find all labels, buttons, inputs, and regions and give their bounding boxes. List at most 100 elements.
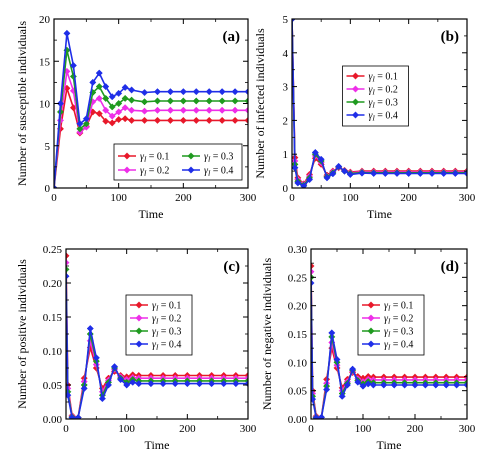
- legend-label: γI = 0.4: [369, 111, 398, 123]
- y-tick-label: 0.00: [288, 414, 308, 426]
- series-point-4: [369, 381, 377, 389]
- legend-marker: [187, 152, 195, 160]
- legend-marker: [367, 327, 375, 335]
- series-point-4: [80, 384, 88, 392]
- series-line-3: [54, 50, 248, 188]
- series-point-4: [401, 381, 409, 389]
- series-point-4: [370, 169, 378, 178]
- series-point-3: [115, 99, 123, 108]
- y-tick-label: 0.05: [43, 380, 63, 392]
- legend-label: γI = 0.1: [152, 301, 181, 313]
- series-point-2: [179, 106, 187, 114]
- legend-label: γI = 0.1: [369, 72, 398, 84]
- series-point-4: [329, 170, 337, 178]
- series-group: [66, 252, 248, 419]
- series-point-1: [166, 116, 174, 124]
- series-point-4: [328, 329, 336, 337]
- series-point-3: [76, 125, 84, 133]
- y-tick-label: 5: [283, 14, 289, 26]
- legend: γI = 0.1γI = 0.2γI = 0.3γI = 0.4: [125, 294, 193, 356]
- x-tick-label: 0: [289, 192, 295, 204]
- series-point-4: [300, 182, 308, 188]
- series-point-1: [128, 116, 136, 124]
- legend-box: [113, 143, 243, 181]
- series-point-4: [380, 381, 388, 389]
- series-point-3: [218, 97, 226, 105]
- series-point-4: [317, 155, 325, 163]
- series-point-4: [354, 378, 362, 386]
- series-point-1: [205, 116, 213, 124]
- legend-marker: [367, 340, 375, 348]
- x-tick-label: 100: [355, 423, 372, 435]
- series-point-4: [129, 378, 137, 386]
- series-point-4: [317, 413, 325, 419]
- series-point-4: [390, 381, 398, 389]
- series-point-4: [305, 175, 314, 184]
- series-point-4: [208, 380, 216, 388]
- series-point-4: [108, 93, 116, 101]
- legend-marker: [351, 72, 360, 80]
- legend-label: γI = 0.2: [384, 314, 413, 326]
- series-point-2: [311, 268, 315, 276]
- series-point-3: [231, 97, 239, 105]
- series-point-4: [121, 83, 129, 91]
- series-point-4: [159, 380, 167, 388]
- x-tick-label: 0: [308, 423, 314, 435]
- series-point-4: [364, 380, 372, 388]
- series-point-1: [192, 116, 200, 124]
- y-axis-label: Number of susceptible individuals: [15, 21, 29, 186]
- series-point-4: [335, 162, 343, 170]
- legend-label: γI = 0.4: [204, 166, 233, 178]
- series-point-4: [311, 279, 315, 287]
- series-point-4: [147, 380, 155, 388]
- series-point-1: [140, 116, 149, 124]
- panel-label: (c): [223, 259, 240, 275]
- series-point-4: [393, 169, 401, 178]
- series-point-4: [183, 380, 191, 388]
- y-tick-label: 0.15: [43, 312, 63, 324]
- series-point-3: [179, 97, 187, 105]
- legend: γI = 0.1γI = 0.2γI = 0.3γI = 0.4: [342, 65, 409, 127]
- x-axis-label: Time: [145, 438, 170, 452]
- series-point-4: [205, 88, 213, 96]
- series-line-4: [292, 19, 467, 187]
- series-point-4: [102, 83, 110, 91]
- y-tick-label: 2: [283, 115, 289, 127]
- series-point-4: [171, 380, 179, 388]
- series-point-4: [244, 88, 248, 96]
- legend-marker: [351, 111, 360, 119]
- chart-panel-b: 0 100 200 300 0 1 2 3 4 5 Time Number of infected i…: [253, 14, 476, 221]
- series-point-4: [104, 381, 113, 389]
- y-tick-label: 0.25: [43, 244, 63, 256]
- series-point-1: [115, 116, 123, 124]
- series-point-3: [108, 103, 116, 111]
- series-point-3: [95, 83, 103, 91]
- series-point-4: [110, 363, 119, 371]
- series-point-3: [66, 265, 70, 273]
- legend-label: γI = 0.2: [140, 166, 169, 178]
- y-tick-label: 0.00: [43, 414, 63, 426]
- series-point-4: [66, 391, 72, 399]
- series-point-4: [416, 169, 424, 178]
- x-tick-label: 300: [240, 423, 257, 435]
- series-point-3: [140, 98, 149, 106]
- series-point-4: [311, 395, 317, 403]
- panel-label: (a): [223, 29, 241, 45]
- legend-label: γI = 0.3: [384, 327, 413, 339]
- series-point-3: [82, 120, 90, 128]
- series-point-4: [95, 69, 103, 77]
- series-point-2: [108, 112, 116, 120]
- series-point-2: [121, 104, 129, 112]
- series-line-4: [54, 33, 248, 188]
- series-point-4: [428, 169, 436, 178]
- series-point-1: [102, 117, 110, 125]
- series-point-2: [66, 259, 70, 267]
- series-point-2: [231, 106, 239, 114]
- y-tick-label: 20: [39, 14, 51, 26]
- legend-marker: [135, 327, 143, 335]
- x-tick-label: 200: [400, 192, 417, 204]
- legend-marker: [187, 166, 195, 174]
- series-point-4: [358, 169, 366, 177]
- series-point-4: [231, 88, 239, 96]
- x-axis-label: Time: [367, 207, 392, 221]
